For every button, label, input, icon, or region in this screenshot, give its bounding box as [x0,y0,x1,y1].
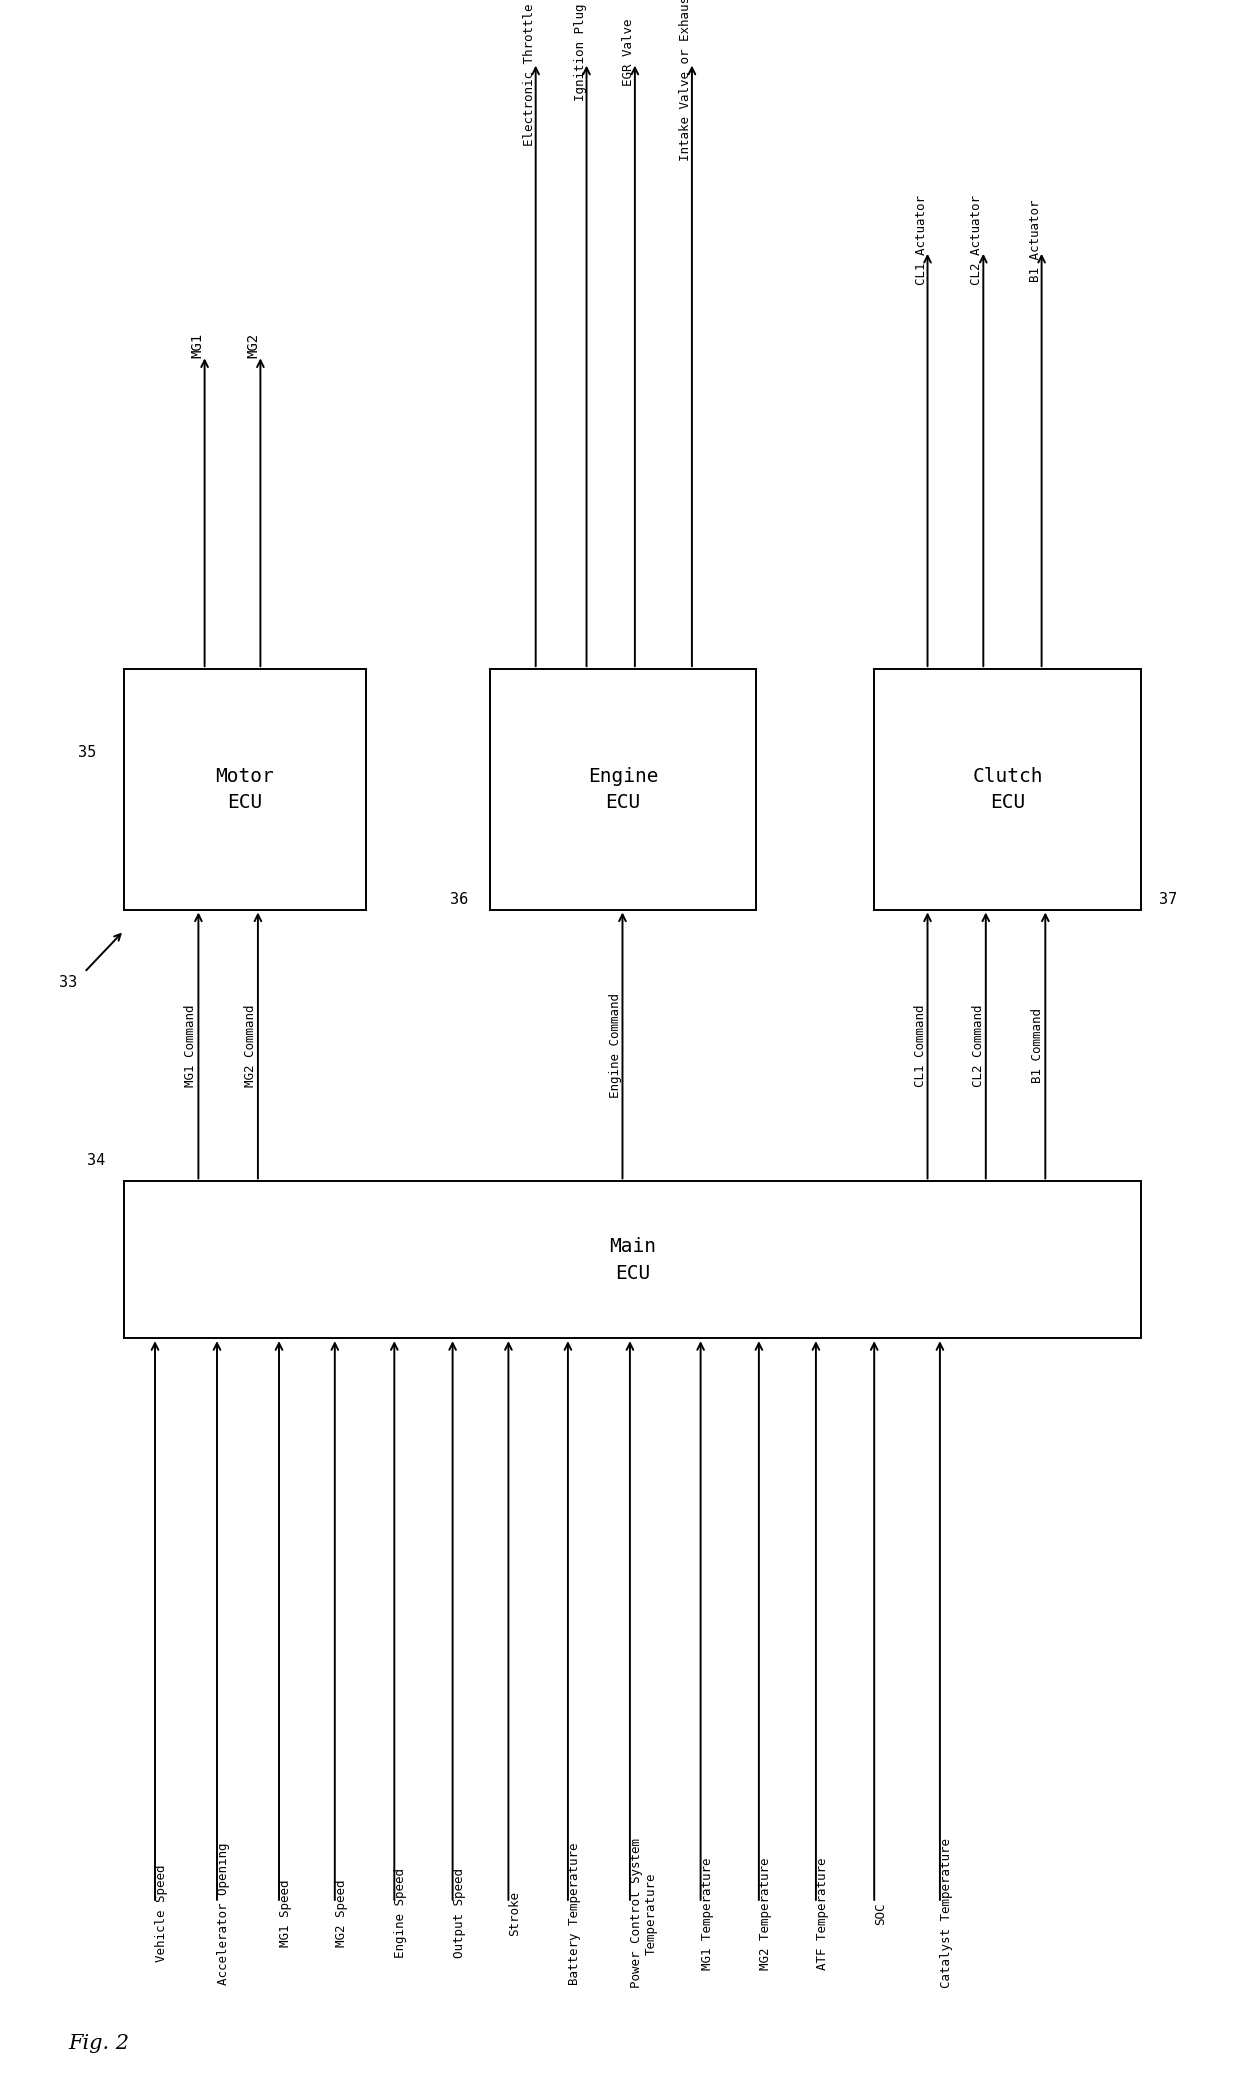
Bar [490,669,756,910]
Bar [124,669,366,910]
Text: MG2: MG2 [247,332,260,358]
Text: 37: 37 [1159,891,1178,907]
Text: MG1 Command: MG1 Command [185,1004,197,1087]
Text: CL2 Actuator: CL2 Actuator [971,194,983,286]
Text: MG2 Command: MG2 Command [244,1004,257,1087]
Text: EGR Valve: EGR Valve [622,19,635,86]
Text: MG2 Temperature: MG2 Temperature [759,1857,771,1970]
Text: Catalyst Temperature: Catalyst Temperature [940,1838,952,1989]
Bar [874,669,1141,910]
Text: Output Speed: Output Speed [453,1867,465,1959]
Text: MG1 Speed: MG1 Speed [279,1880,291,1947]
Text: Vehicle Speed: Vehicle Speed [155,1865,167,1961]
Text: 33: 33 [60,974,77,991]
Text: Intake Valve or Exhaust Valve: Intake Valve or Exhaust Valve [680,0,692,161]
Text: Engine Speed: Engine Speed [394,1867,407,1959]
Text: Power Control System
Temperature: Power Control System Temperature [630,1838,658,1989]
Text: Engine
ECU: Engine ECU [588,767,658,811]
Text: Battery Temperature: Battery Temperature [568,1842,580,1984]
Text: CL1 Actuator: CL1 Actuator [915,194,928,286]
Text: MG1: MG1 [191,332,205,358]
Text: B1 Command: B1 Command [1032,1008,1044,1083]
Text: Fig. 2: Fig. 2 [68,2035,129,2053]
Text: SOC: SOC [874,1903,887,1924]
Text: CL2 Command: CL2 Command [972,1004,985,1087]
Text: MG1 Temperature: MG1 Temperature [701,1857,713,1970]
Text: Main
ECU: Main ECU [609,1238,656,1282]
Text: 35: 35 [78,744,97,761]
Text: Ignition Plug: Ignition Plug [574,4,587,100]
Text: ATF Temperature: ATF Temperature [816,1857,828,1970]
Text: Electronic Throttle Valve: Electronic Throttle Valve [523,0,536,146]
Text: 34: 34 [87,1152,105,1169]
Text: MG2 Speed: MG2 Speed [335,1880,347,1947]
Bar [124,1181,1141,1338]
Text: Motor
ECU: Motor ECU [216,767,274,811]
Text: Accelerator Opening: Accelerator Opening [217,1842,229,1984]
Text: 36: 36 [450,891,469,907]
Text: Clutch
ECU: Clutch ECU [972,767,1043,811]
Text: CL1 Command: CL1 Command [914,1004,926,1087]
Text: Stroke: Stroke [508,1890,521,1936]
Text: B1 Actuator: B1 Actuator [1029,199,1042,282]
Text: Engine Command: Engine Command [609,993,621,1098]
